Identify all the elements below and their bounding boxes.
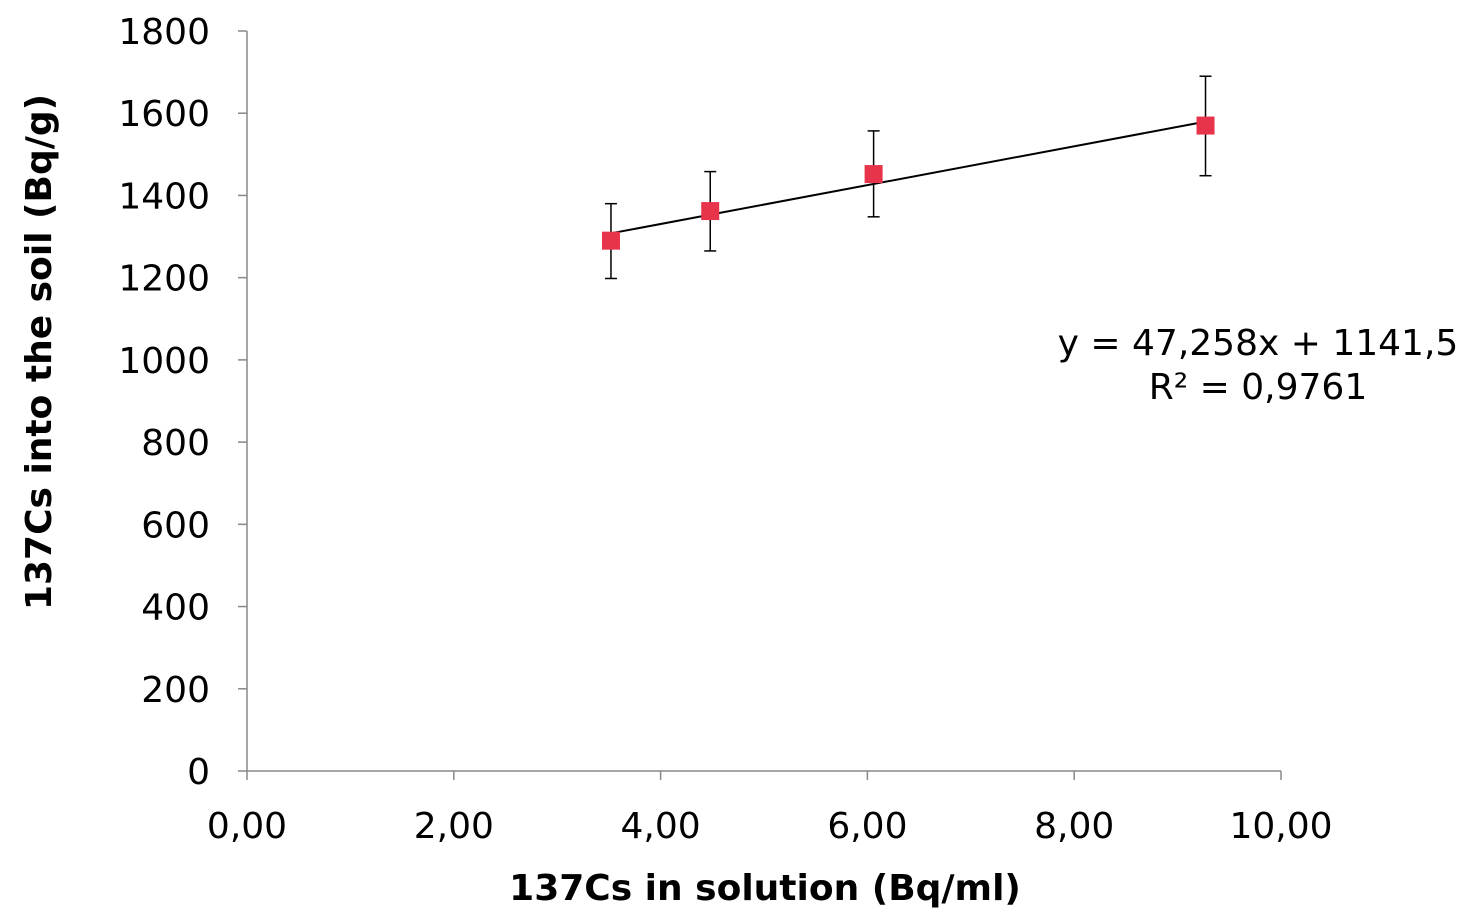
y-tick-label: 0 — [187, 752, 210, 793]
x-tick-label: 2,00 — [414, 806, 494, 847]
y-tick-label: 400 — [141, 588, 210, 629]
r-squared-label: R² = 0,9761 — [1149, 367, 1367, 408]
x-tick-label: 0,00 — [207, 806, 287, 847]
y-tick-label: 1800 — [118, 12, 210, 53]
y-tick-label: 1200 — [118, 259, 210, 300]
x-tick-label: 6,00 — [827, 806, 907, 847]
y-tick-label: 1000 — [118, 341, 210, 382]
data-point — [601, 231, 620, 250]
x-tick-label: 10,00 — [1229, 806, 1332, 847]
trendline — [610, 120, 1206, 235]
x-axis-ticks: 0,00 2,00 4,00 6,00 8,00 10,00 — [207, 771, 1333, 847]
trendline-group — [610, 120, 1206, 235]
axes — [246, 31, 1281, 772]
y-tick-label: 1600 — [118, 94, 210, 135]
x-axis-title: 137Cs in solution (Bq/ml) — [509, 868, 1021, 909]
y-tick-label: 600 — [141, 505, 210, 546]
y-axis-ticks: 0 200 400 600 800 1000 1200 1400 1600 1800 — [118, 12, 247, 793]
data-points — [601, 116, 1215, 250]
x-tick-label: 4,00 — [621, 806, 701, 847]
data-point — [1196, 116, 1215, 135]
data-point — [701, 202, 720, 221]
data-point — [864, 165, 883, 184]
trendline-equation: y = 47,258x + 1141,5 — [1058, 323, 1459, 364]
y-tick-label: 800 — [141, 423, 210, 464]
y-tick-label: 200 — [141, 670, 210, 711]
y-tick-label: 1400 — [118, 176, 210, 217]
y-axis-title: 137Cs into the soil (Bq/g) — [19, 94, 60, 610]
x-tick-label: 8,00 — [1034, 806, 1114, 847]
